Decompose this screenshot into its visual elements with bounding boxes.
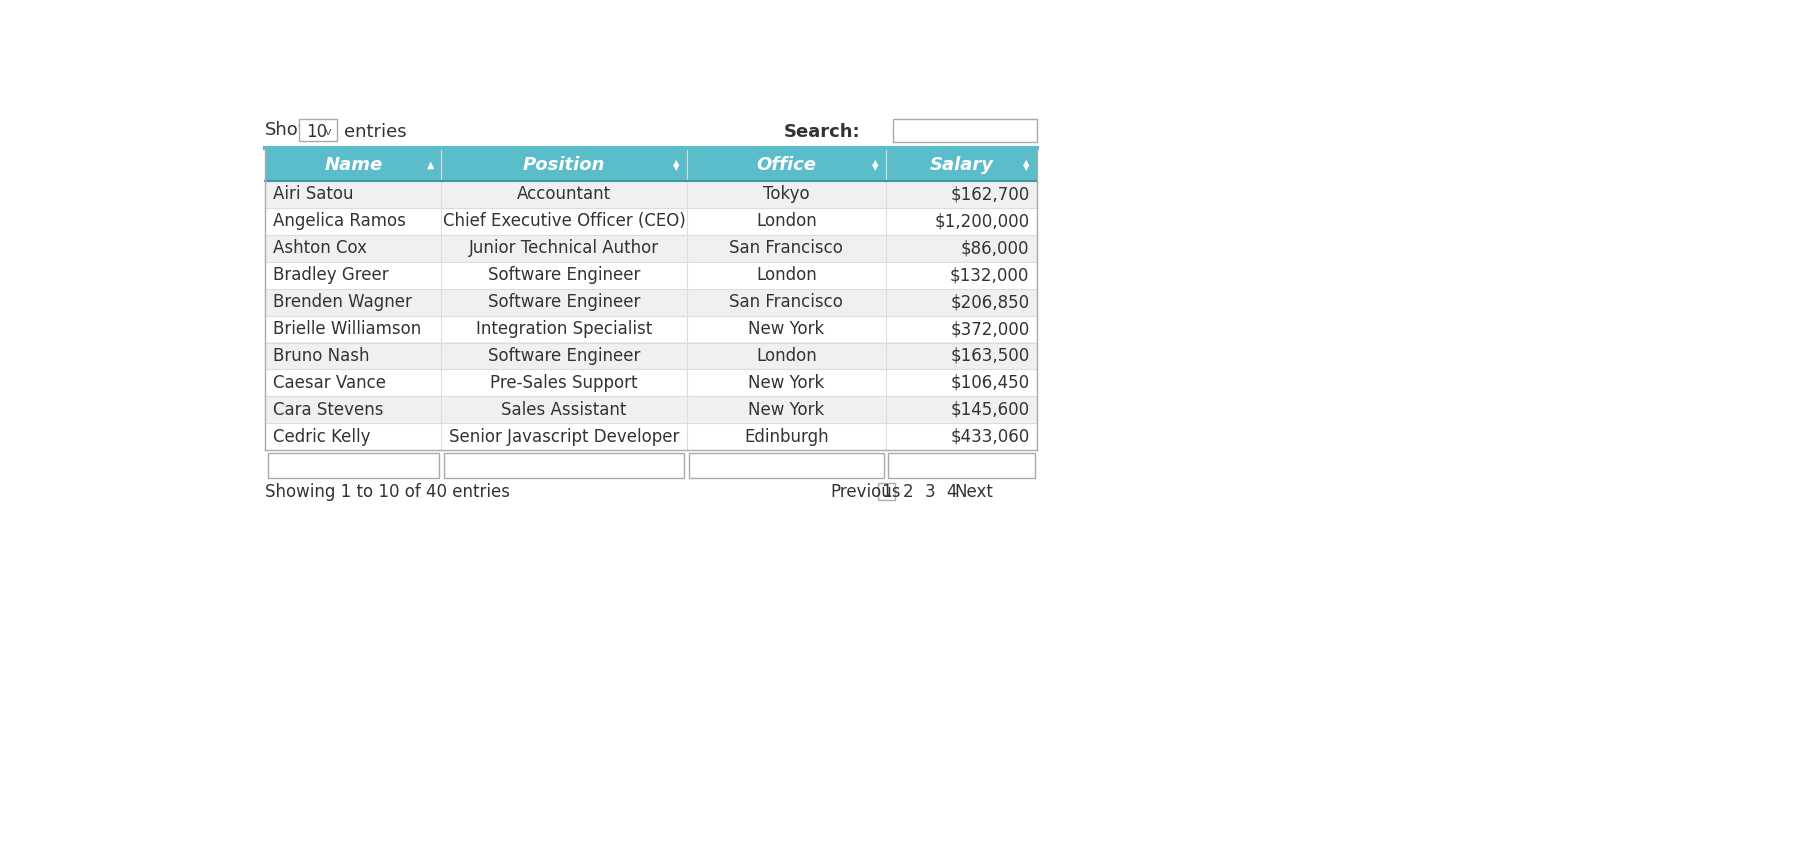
Text: Chief Executive Officer (CEO): Chief Executive Officer (CEO)	[443, 212, 686, 230]
Text: Show: Show	[265, 121, 313, 139]
Text: San Francisco: San Francisco	[729, 240, 842, 257]
Text: Cedric Kelly: Cedric Kelly	[274, 428, 371, 445]
Text: ▲: ▲	[1022, 157, 1030, 167]
Text: New York: New York	[749, 374, 824, 392]
Text: Name: Name	[324, 156, 382, 174]
Text: $145,600: $145,600	[950, 400, 1030, 419]
Text: San Francisco: San Francisco	[729, 293, 842, 311]
Text: Salary: Salary	[929, 156, 994, 174]
Text: Edinburgh: Edinburgh	[743, 428, 828, 445]
Text: Bradley Greer: Bradley Greer	[274, 266, 389, 284]
FancyBboxPatch shape	[265, 289, 1037, 316]
Text: 1: 1	[882, 483, 893, 501]
FancyBboxPatch shape	[878, 484, 895, 500]
Text: $433,060: $433,060	[950, 428, 1030, 445]
Text: ▲: ▲	[673, 157, 679, 167]
Text: Angelica Ramos: Angelica Ramos	[274, 212, 407, 230]
Text: $163,500: $163,500	[950, 347, 1030, 365]
Text: ▼: ▼	[1022, 163, 1030, 172]
FancyBboxPatch shape	[265, 396, 1037, 423]
Text: Accountant: Accountant	[517, 185, 610, 203]
FancyBboxPatch shape	[689, 452, 884, 478]
Text: Position: Position	[522, 156, 605, 174]
Text: $206,850: $206,850	[950, 293, 1030, 311]
FancyBboxPatch shape	[265, 181, 1037, 208]
Text: Software Engineer: Software Engineer	[488, 266, 641, 284]
Text: Showing 1 to 10 of 40 entries: Showing 1 to 10 of 40 entries	[265, 483, 511, 501]
Text: Sales Assistant: Sales Assistant	[502, 400, 626, 419]
Text: Cara Stevens: Cara Stevens	[274, 400, 383, 419]
Text: $106,450: $106,450	[950, 374, 1030, 392]
Text: ▲: ▲	[871, 157, 878, 167]
Text: 2: 2	[904, 483, 914, 501]
Text: Brenden Wagner: Brenden Wagner	[274, 293, 412, 311]
Text: entries: entries	[344, 123, 407, 140]
FancyBboxPatch shape	[265, 234, 1037, 261]
Text: Software Engineer: Software Engineer	[488, 293, 641, 311]
Text: London: London	[756, 266, 817, 284]
Text: $132,000: $132,000	[950, 266, 1030, 284]
Text: New York: New York	[749, 320, 824, 338]
Text: Pre-Sales Support: Pre-Sales Support	[490, 374, 637, 392]
Text: $1,200,000: $1,200,000	[934, 212, 1030, 230]
Text: $372,000: $372,000	[950, 320, 1030, 338]
Text: Software Engineer: Software Engineer	[488, 347, 641, 365]
Text: Junior Technical Author: Junior Technical Author	[470, 240, 659, 257]
FancyBboxPatch shape	[265, 423, 1037, 451]
Text: 4: 4	[947, 483, 958, 501]
Text: Brielle Williamson: Brielle Williamson	[274, 320, 421, 338]
Text: Search:: Search:	[783, 123, 860, 140]
Text: Next: Next	[954, 483, 994, 501]
Text: $86,000: $86,000	[961, 240, 1030, 257]
Text: London: London	[756, 212, 817, 230]
FancyBboxPatch shape	[268, 452, 439, 478]
Text: ▲: ▲	[427, 160, 434, 170]
Text: Office: Office	[756, 156, 817, 174]
Text: 10: 10	[306, 123, 328, 140]
FancyBboxPatch shape	[887, 452, 1035, 478]
Text: Tokyo: Tokyo	[763, 185, 810, 203]
Text: Previous: Previous	[830, 483, 900, 501]
Text: London: London	[756, 347, 817, 365]
Text: Ashton Cox: Ashton Cox	[274, 240, 367, 257]
Text: Senior Javascript Developer: Senior Javascript Developer	[448, 428, 679, 445]
FancyBboxPatch shape	[265, 261, 1037, 289]
FancyBboxPatch shape	[443, 452, 684, 478]
FancyBboxPatch shape	[265, 208, 1037, 234]
Text: Integration Specialist: Integration Specialist	[475, 320, 652, 338]
FancyBboxPatch shape	[893, 119, 1037, 143]
Text: $162,700: $162,700	[950, 185, 1030, 203]
Text: 3: 3	[925, 483, 936, 501]
FancyBboxPatch shape	[299, 119, 337, 141]
FancyBboxPatch shape	[265, 343, 1037, 369]
Text: New York: New York	[749, 400, 824, 419]
Text: ▼: ▼	[871, 163, 878, 172]
Text: v: v	[324, 126, 331, 137]
FancyBboxPatch shape	[265, 149, 1037, 181]
Text: Airi Satou: Airi Satou	[274, 185, 353, 203]
Text: Caesar Vance: Caesar Vance	[274, 374, 385, 392]
FancyBboxPatch shape	[265, 369, 1037, 396]
FancyBboxPatch shape	[265, 316, 1037, 343]
Text: ▼: ▼	[673, 163, 679, 172]
Text: Bruno Nash: Bruno Nash	[274, 347, 369, 365]
